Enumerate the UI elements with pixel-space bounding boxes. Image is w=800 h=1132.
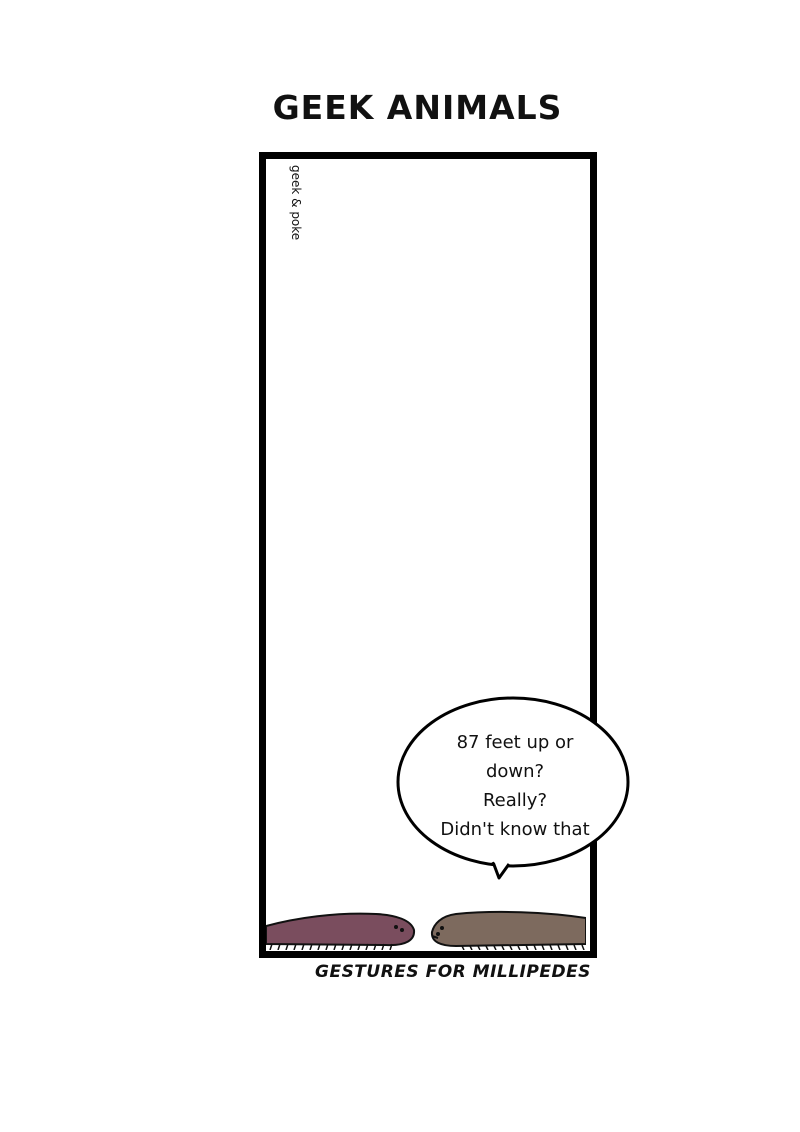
millipede-left-illustration [266,912,416,950]
speech-line-1: 87 feet up or [456,732,574,753]
speech-bubble [396,696,630,880]
comic-caption: GESTURES FOR MILLIPEDES [315,962,591,982]
speech-text: 87 feet up or down? Really? Didn't know … [405,728,625,844]
speech-line-2: down? [485,761,545,782]
credit-text: geek & poke [289,165,303,241]
millipede-right-illustration [430,910,586,950]
millipedes-scene [266,910,586,950]
speech-line-3: Really? [482,790,547,811]
comic-title: GEEK ANIMALS [272,88,563,127]
speech-line-4: Didn't know that [440,819,590,840]
